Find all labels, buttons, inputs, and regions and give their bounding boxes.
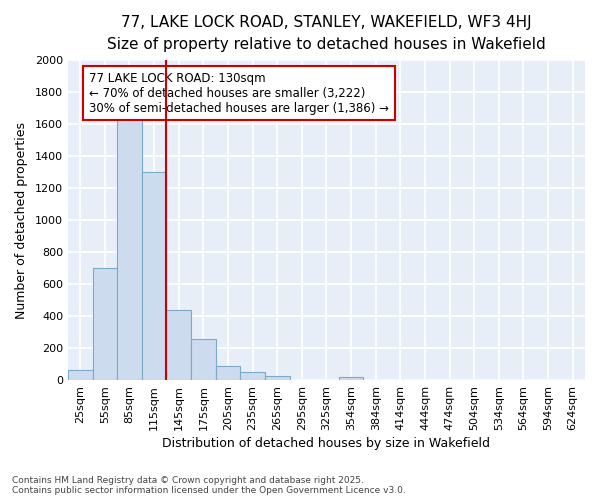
- Bar: [215, 366, 240, 380]
- Bar: [166, 310, 191, 380]
- Bar: [117, 114, 142, 380]
- Y-axis label: Number of detached properties: Number of detached properties: [15, 122, 28, 318]
- Bar: [142, 172, 166, 380]
- X-axis label: Distribution of detached houses by size in Wakefield: Distribution of detached houses by size …: [163, 437, 490, 450]
- Bar: [191, 340, 215, 380]
- Text: Contains HM Land Registry data © Crown copyright and database right 2025.
Contai: Contains HM Land Registry data © Crown c…: [12, 476, 406, 495]
- Bar: [240, 372, 265, 380]
- Bar: [265, 376, 290, 380]
- Title: 77, LAKE LOCK ROAD, STANLEY, WAKEFIELD, WF3 4HJ
Size of property relative to det: 77, LAKE LOCK ROAD, STANLEY, WAKEFIELD, …: [107, 15, 546, 52]
- Bar: [339, 377, 364, 380]
- Text: 77 LAKE LOCK ROAD: 130sqm
← 70% of detached houses are smaller (3,222)
30% of se: 77 LAKE LOCK ROAD: 130sqm ← 70% of detac…: [89, 72, 389, 114]
- Bar: [68, 370, 92, 380]
- Bar: [92, 268, 117, 380]
